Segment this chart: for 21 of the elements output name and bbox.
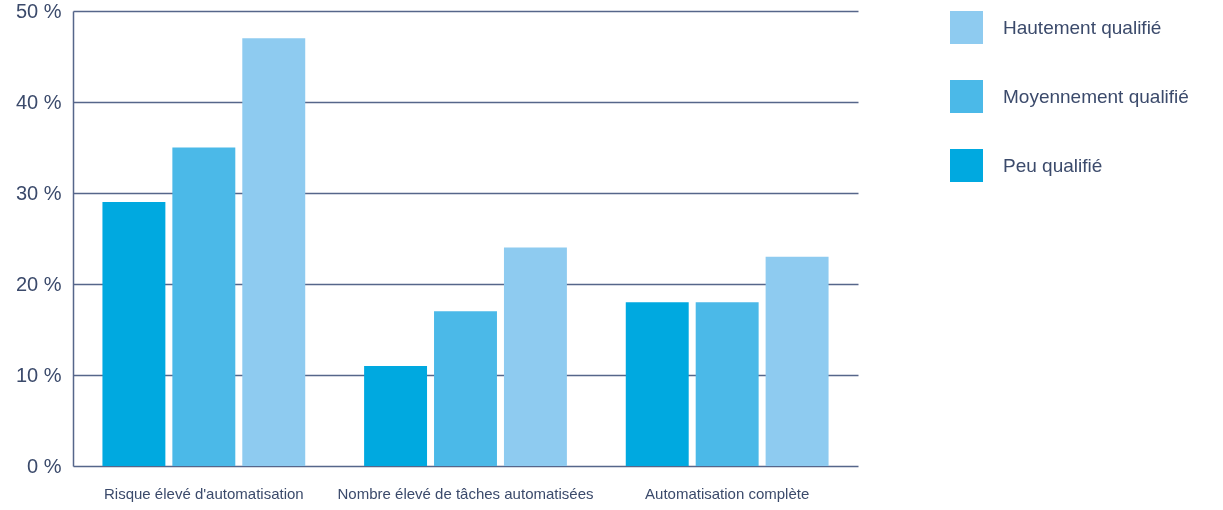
y-tick-label: 30 % (15, 181, 62, 204)
legend-label: Hautement qualifié (1003, 16, 1162, 38)
bar (625, 302, 689, 466)
legend-label: Moyennement qualifié (1003, 85, 1189, 107)
y-tick-label: 50 % (15, 0, 62, 22)
x-tick-label: Nombre élevé de tâches automatisées (337, 484, 594, 502)
y-tick-label: 0 % (27, 454, 62, 477)
bar (503, 247, 567, 466)
x-tick-label: Risque élevé d'automatisation (104, 484, 304, 502)
y-tick-label: 40 % (15, 90, 62, 113)
x-tick-label: Automatisation complète (645, 484, 810, 502)
y-tick-label: 20 % (15, 272, 62, 295)
bar (765, 256, 829, 466)
bar (172, 147, 236, 466)
bar (364, 365, 428, 466)
bar (695, 302, 759, 466)
bar (434, 311, 497, 466)
bar (102, 202, 166, 466)
y-tick-label: 10 % (15, 363, 62, 386)
bar (242, 38, 306, 466)
legend-label: Peu qualifié (1003, 154, 1103, 176)
